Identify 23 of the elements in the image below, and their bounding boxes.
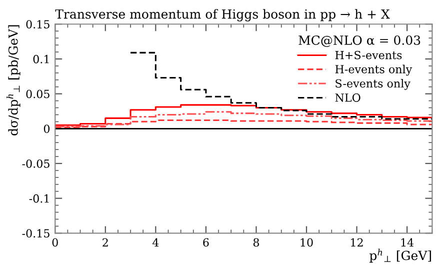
x-tick-label: 6 <box>203 238 209 247</box>
y-tick-label: 0.15 <box>26 20 50 28</box>
x-tick-label: 10 <box>300 238 313 247</box>
x-axis-title: p$^{h}$$_{⊥}$ [GeV] <box>370 248 431 263</box>
y-axis-title: dσ/dp$^{h}$$_{⊥}$ [pb/GeV] <box>6 25 20 136</box>
x-tick-label: 14 <box>401 238 414 246</box>
y-tick-label: 0.05 <box>26 90 50 98</box>
legend-label: H-events only <box>335 64 412 76</box>
y-tick-label: -0.05 <box>22 159 50 168</box>
y-tick-label: 0.1 <box>33 54 49 64</box>
legend-title: MC@NLO α = 0.03 <box>298 35 420 47</box>
y-tick-label: -0.15 <box>22 229 50 238</box>
legend-label: H+S-events <box>335 50 402 60</box>
legend-label: NLO <box>335 93 360 102</box>
x-tick-label: 4 <box>152 238 159 246</box>
legend-label: S-events only <box>336 78 410 90</box>
x-tick-label: 8 <box>253 238 260 247</box>
y-tick-label: -0.1 <box>29 194 49 203</box>
x-tick-label: 0 <box>52 238 58 247</box>
y-tick-label: 0 <box>44 124 50 134</box>
x-tick-label: 2 <box>102 238 108 246</box>
x-tick-label: 12 <box>351 238 363 246</box>
chart-title: Transverse momentum of Higgs boson in pp → h + X <box>55 9 390 22</box>
